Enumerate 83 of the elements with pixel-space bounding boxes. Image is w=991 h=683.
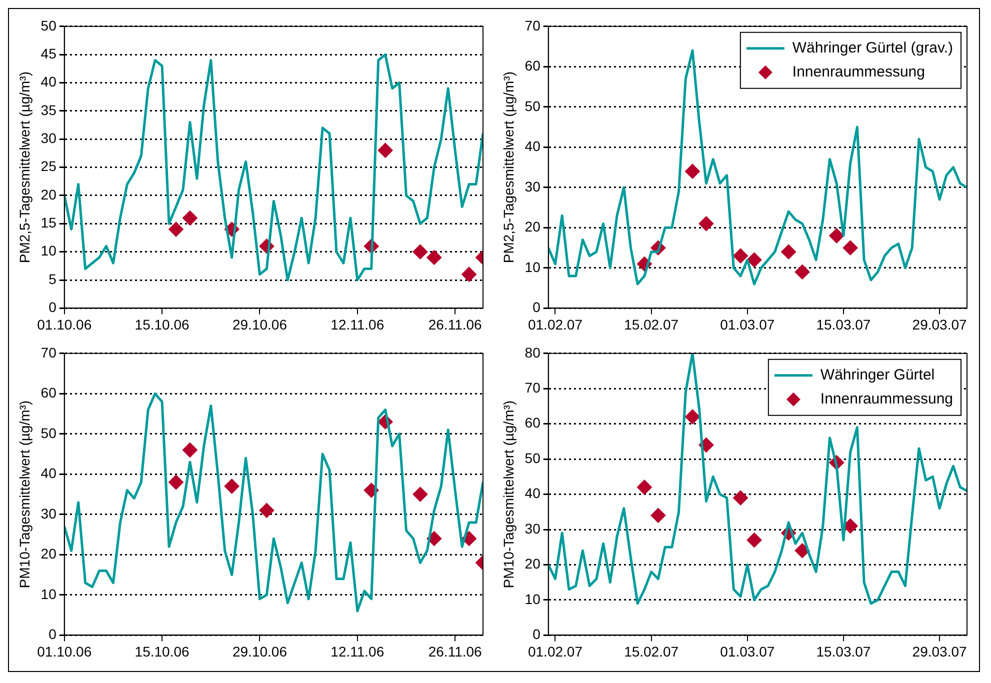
y-axis-title: PM2,5-Tagesmittelwert (µg/m³) — [500, 71, 516, 264]
point — [412, 486, 428, 502]
y-tick-label: 80 — [524, 344, 541, 360]
point — [794, 264, 810, 280]
x-tick-label: 29.03.07 — [912, 643, 968, 660]
y-tick-label: 10 — [524, 258, 541, 275]
y-tick-label: 60 — [524, 58, 541, 74]
y-tick-label: 40 — [40, 465, 57, 482]
x-tick-label: 15.02.07 — [624, 643, 679, 660]
x-tick-label: 15.10.06 — [134, 316, 190, 332]
legend-label: Währinger Gürtel (grav.) — [792, 40, 954, 57]
x-tick-label: 01.03.07 — [720, 316, 775, 332]
x-tick-label: 01.02.07 — [528, 643, 583, 660]
x-tick-label: 15.03.07 — [816, 643, 871, 660]
x-tick-label: 15.03.07 — [816, 316, 871, 332]
y-tick-label: 45 — [40, 45, 57, 62]
x-tick-label: 01.03.07 — [720, 643, 775, 660]
y-tick-label: 50 — [524, 98, 541, 114]
y-tick-label: 50 — [40, 17, 57, 34]
x-tick-label: 29.03.07 — [912, 316, 968, 332]
point — [426, 250, 442, 265]
y-axis-title: PM2,5-Tagesmittelwert (µg/m³) — [16, 71, 32, 264]
y-axis-title: PM10-Tagesmittelwert (µg/m³) — [500, 400, 516, 588]
y-tick-label: 25 — [40, 158, 57, 174]
legend-label: Innenraummessung — [820, 390, 953, 408]
y-tick-label: 60 — [524, 414, 541, 431]
x-tick-label: 26.11.06 — [428, 316, 482, 332]
y-tick-label: 30 — [40, 130, 57, 146]
x-tick-label: 26.11.06 — [428, 643, 482, 660]
y-tick-label: 20 — [40, 546, 57, 562]
y-tick-label: 15 — [40, 214, 57, 231]
y-tick-label: 20 — [40, 186, 57, 202]
point — [182, 442, 198, 458]
y-tick-label: 60 — [40, 384, 57, 401]
point — [794, 543, 810, 558]
y-tick-label: 30 — [524, 520, 541, 536]
y-tick-label: 20 — [524, 556, 541, 572]
y-axis-title: PM10-Tagesmittelwert (µg/m³) — [16, 400, 32, 588]
y-tick-label: 10 — [524, 590, 541, 607]
point — [182, 210, 198, 226]
y-tick-label: 10 — [40, 242, 57, 259]
point — [684, 409, 700, 424]
point — [684, 164, 700, 179]
y-tick-label: 70 — [524, 17, 541, 34]
y-tick-label: 30 — [524, 178, 541, 194]
x-tick-label: 01.02.07 — [528, 316, 583, 332]
x-tick-label: 01.10.06 — [37, 316, 92, 332]
y-tick-label: 40 — [524, 485, 541, 502]
x-tick-label: 29.10.06 — [232, 643, 288, 660]
y-tick-label: 0 — [48, 626, 57, 642]
y-tick-label: 0 — [48, 299, 57, 316]
x-tick-label: 12.11.06 — [330, 643, 384, 660]
y-tick-label: 40 — [40, 74, 57, 90]
y-tick-label: 50 — [524, 450, 541, 466]
y-tick-label: 0 — [532, 626, 541, 642]
y-tick-label: 40 — [524, 138, 541, 154]
point — [842, 240, 858, 256]
x-tick-label: 01.10.06 — [37, 643, 92, 660]
point — [224, 478, 240, 494]
y-tick-label: 70 — [40, 344, 57, 360]
point — [168, 474, 184, 490]
point — [259, 502, 274, 518]
point — [412, 244, 428, 260]
point — [636, 480, 652, 495]
y-tick-label: 0 — [532, 299, 541, 316]
x-tick-label: 29.10.06 — [232, 316, 288, 332]
y-tick-label: 30 — [40, 505, 57, 522]
point — [462, 266, 477, 282]
point — [168, 222, 184, 237]
legend-label: Innenraummessung — [792, 64, 925, 81]
x-tick-label: 15.02.07 — [624, 316, 679, 332]
legend-label: Währinger Gürtel — [820, 366, 935, 384]
y-tick-label: 5 — [48, 270, 57, 287]
x-tick-label: 12.11.06 — [330, 316, 384, 332]
y-tick-label: 20 — [524, 218, 541, 235]
point — [650, 508, 666, 523]
point — [378, 142, 393, 158]
point — [829, 228, 844, 244]
y-tick-label: 70 — [524, 379, 541, 396]
y-tick-label: 10 — [40, 586, 57, 602]
y-tick-label: 35 — [40, 102, 57, 118]
x-tick-label: 15.10.06 — [134, 643, 190, 660]
y-tick-label: 50 — [40, 424, 57, 441]
